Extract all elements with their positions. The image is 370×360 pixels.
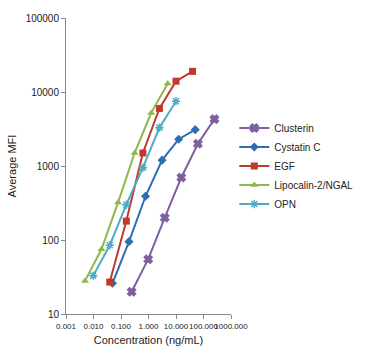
svg-text:Concentration (ng/mL): Concentration (ng/mL) <box>94 334 203 346</box>
svg-text:10: 10 <box>48 309 60 320</box>
svg-text:1000: 1000 <box>37 161 60 172</box>
svg-text:100.000: 100.000 <box>189 322 218 331</box>
svg-text:10.000: 10.000 <box>164 322 189 331</box>
svg-text:1000.000: 1000.000 <box>214 322 248 331</box>
svg-text:100000: 100000 <box>26 13 60 24</box>
svg-text:OPN: OPN <box>274 199 296 210</box>
svg-text:EGF: EGF <box>274 161 295 172</box>
svg-text:100: 100 <box>42 235 59 246</box>
svg-text:0.001: 0.001 <box>56 322 77 331</box>
svg-text:0.010: 0.010 <box>83 322 104 331</box>
svg-text:1.000: 1.000 <box>138 322 159 331</box>
svg-text:Clusterin: Clusterin <box>274 123 313 134</box>
svg-text:0.100: 0.100 <box>111 322 132 331</box>
svg-text:Cystatin C: Cystatin C <box>274 142 320 153</box>
svg-text:Average MFI: Average MFI <box>6 135 18 198</box>
svg-text:Lipocalin-2/NGAL: Lipocalin-2/NGAL <box>274 180 353 191</box>
svg-text:10000: 10000 <box>31 87 59 98</box>
